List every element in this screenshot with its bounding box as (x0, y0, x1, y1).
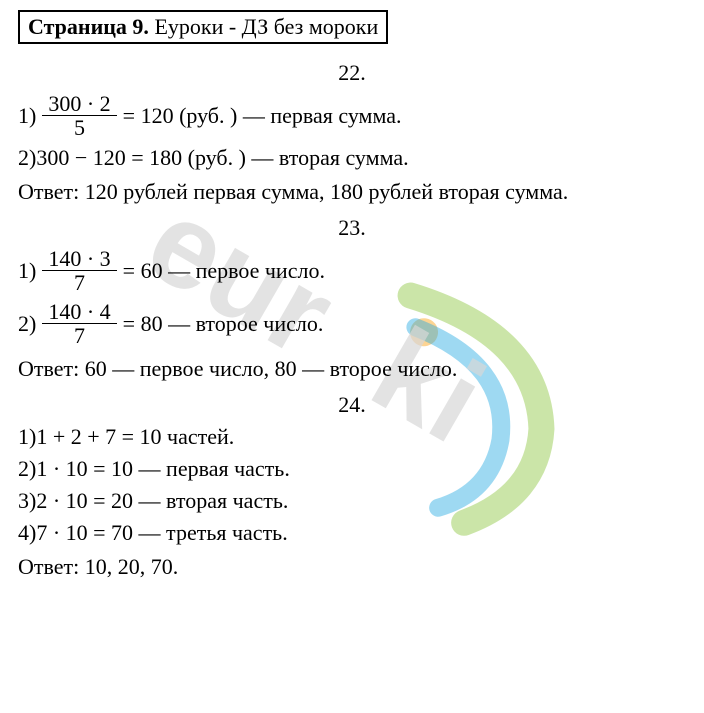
site-name: Еуроки - ДЗ без мороки (149, 14, 378, 39)
line-plain: 1 · 10 = 10 — первая часть. (36, 456, 290, 482)
solution-line: 2) 140 · 4 7 = 80 — второе число. (18, 300, 686, 347)
line-plain: 7 · 10 = 70 — третья часть. (36, 520, 287, 546)
task-answer: Ответ: 10, 20, 70. (18, 554, 686, 580)
task-number: 24. (18, 392, 686, 418)
solution-line: 1) 300 · 2 5 = 120 (руб. ) — первая сумм… (18, 92, 686, 139)
task-answer: Ответ: 60 — первое число, 80 — второе чи… (18, 356, 686, 382)
fraction-numerator: 140 · 3 (42, 247, 116, 271)
fraction: 140 · 3 7 (42, 247, 116, 294)
solution-line: 1) 1 + 2 + 7 = 10 частей. (18, 424, 686, 450)
line-prefix: 1) (18, 424, 36, 450)
fraction-denominator: 5 (68, 116, 91, 139)
line-prefix: 2) (18, 311, 36, 337)
line-prefix: 1) (18, 103, 36, 129)
line-rest: = 60 — первое число. (123, 258, 325, 284)
page-content: Страница 9. Еуроки - ДЗ без мороки 22. 1… (0, 0, 704, 600)
line-prefix: 2) (18, 456, 36, 482)
fraction-numerator: 140 · 4 (42, 300, 116, 324)
line-rest: = 80 — второе число. (123, 311, 324, 337)
line-prefix: 4) (18, 520, 36, 546)
line-prefix: 2) (18, 145, 36, 171)
solution-line: 3) 2 · 10 = 20 — вторая часть. (18, 488, 686, 514)
line-plain: 2 · 10 = 20 — вторая часть. (36, 488, 288, 514)
solution-line: 1) 140 · 3 7 = 60 — первое число. (18, 247, 686, 294)
task-number: 23. (18, 215, 686, 241)
solution-line: 4) 7 · 10 = 70 — третья часть. (18, 520, 686, 546)
fraction-numerator: 300 · 2 (42, 92, 116, 116)
line-plain: 1 + 2 + 7 = 10 частей. (36, 424, 234, 450)
line-plain: 300 − 120 = 180 (руб. ) — вторая сумма. (36, 145, 408, 171)
fraction: 140 · 4 7 (42, 300, 116, 347)
solution-line: 2) 300 − 120 = 180 (руб. ) — вторая сумм… (18, 145, 686, 171)
page-header-box: Страница 9. Еуроки - ДЗ без мороки (18, 10, 388, 44)
fraction-denominator: 7 (68, 324, 91, 347)
task-number: 22. (18, 60, 686, 86)
line-prefix: 3) (18, 488, 36, 514)
line-prefix: 1) (18, 258, 36, 284)
line-rest: = 120 (руб. ) — первая сумма. (123, 103, 402, 129)
fraction-denominator: 7 (68, 271, 91, 294)
page-label: Страница 9. (28, 14, 149, 39)
task-answer: Ответ: 120 рублей первая сумма, 180 рубл… (18, 179, 686, 205)
solution-line: 2) 1 · 10 = 10 — первая часть. (18, 456, 686, 482)
fraction: 300 · 2 5 (42, 92, 116, 139)
